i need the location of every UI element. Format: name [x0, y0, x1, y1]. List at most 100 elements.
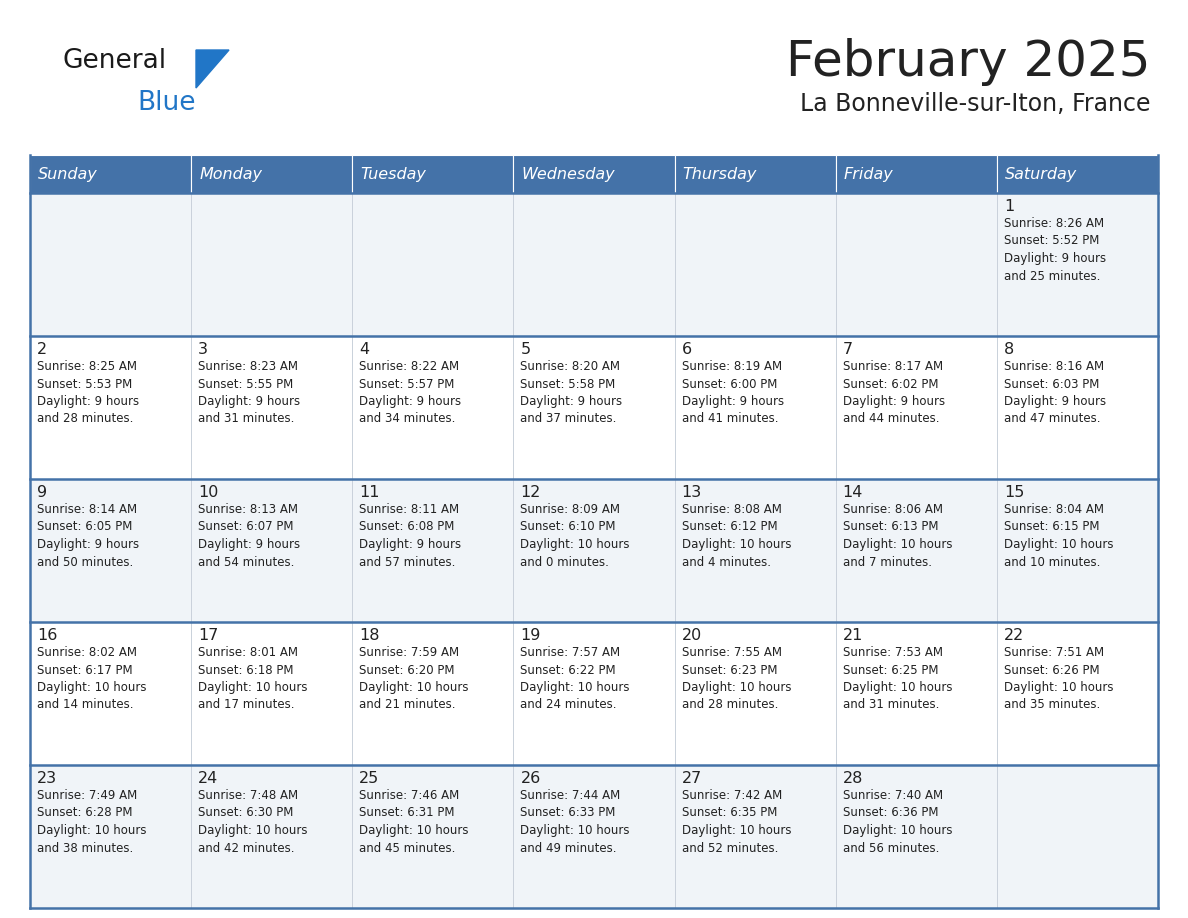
Text: 19: 19 [520, 628, 541, 643]
Text: Sunrise: 8:09 AM
Sunset: 6:10 PM
Daylight: 10 hours
and 0 minutes.: Sunrise: 8:09 AM Sunset: 6:10 PM Dayligh… [520, 503, 630, 568]
Bar [675, 193, 835, 336]
Bar [513, 336, 675, 479]
Text: Sunrise: 7:49 AM
Sunset: 6:28 PM
Daylight: 10 hours
and 38 minutes.: Sunrise: 7:49 AM Sunset: 6:28 PM Dayligh… [37, 789, 146, 855]
Bar [30, 336, 191, 479]
Bar [513, 193, 675, 336]
Text: 10: 10 [198, 485, 219, 500]
Text: Sunrise: 8:02 AM
Sunset: 6:17 PM
Daylight: 10 hours
and 14 minutes.: Sunrise: 8:02 AM Sunset: 6:17 PM Dayligh… [37, 646, 146, 711]
Bar [835, 155, 997, 193]
Text: 12: 12 [520, 485, 541, 500]
Text: 21: 21 [842, 628, 864, 643]
Text: 20: 20 [682, 628, 702, 643]
Text: Sunrise: 8:23 AM
Sunset: 5:55 PM
Daylight: 9 hours
and 31 minutes.: Sunrise: 8:23 AM Sunset: 5:55 PM Dayligh… [198, 360, 301, 426]
Text: 22: 22 [1004, 628, 1024, 643]
Text: 6: 6 [682, 342, 691, 357]
Text: Sunrise: 7:46 AM
Sunset: 6:31 PM
Daylight: 10 hours
and 45 minutes.: Sunrise: 7:46 AM Sunset: 6:31 PM Dayligh… [359, 789, 469, 855]
Bar [30, 622, 191, 765]
Bar [675, 765, 835, 908]
Bar [191, 479, 353, 622]
Text: Friday: Friday [843, 166, 893, 182]
Text: 9: 9 [37, 485, 48, 500]
Bar [675, 479, 835, 622]
Bar [835, 193, 997, 336]
Bar [997, 155, 1158, 193]
Text: 7: 7 [842, 342, 853, 357]
Bar [353, 336, 513, 479]
Bar [997, 765, 1158, 908]
Text: 25: 25 [359, 771, 379, 786]
Text: Saturday: Saturday [1005, 166, 1078, 182]
Text: General: General [62, 48, 166, 74]
Bar [835, 765, 997, 908]
Text: 5: 5 [520, 342, 531, 357]
Text: Sunrise: 7:40 AM
Sunset: 6:36 PM
Daylight: 10 hours
and 56 minutes.: Sunrise: 7:40 AM Sunset: 6:36 PM Dayligh… [842, 789, 953, 855]
Text: Sunday: Sunday [38, 166, 97, 182]
Polygon shape [196, 50, 229, 88]
Bar [353, 193, 513, 336]
Text: Monday: Monday [200, 166, 263, 182]
Bar [191, 155, 353, 193]
Bar [513, 765, 675, 908]
Bar [191, 336, 353, 479]
Text: 28: 28 [842, 771, 864, 786]
Text: Sunrise: 8:25 AM
Sunset: 5:53 PM
Daylight: 9 hours
and 28 minutes.: Sunrise: 8:25 AM Sunset: 5:53 PM Dayligh… [37, 360, 139, 426]
Text: Sunrise: 8:26 AM
Sunset: 5:52 PM
Daylight: 9 hours
and 25 minutes.: Sunrise: 8:26 AM Sunset: 5:52 PM Dayligh… [1004, 217, 1106, 283]
Bar [30, 479, 191, 622]
Text: February 2025: February 2025 [785, 38, 1150, 86]
Text: Sunrise: 7:44 AM
Sunset: 6:33 PM
Daylight: 10 hours
and 49 minutes.: Sunrise: 7:44 AM Sunset: 6:33 PM Dayligh… [520, 789, 630, 855]
Text: 18: 18 [359, 628, 380, 643]
Text: 2: 2 [37, 342, 48, 357]
Text: Sunrise: 8:17 AM
Sunset: 6:02 PM
Daylight: 9 hours
and 44 minutes.: Sunrise: 8:17 AM Sunset: 6:02 PM Dayligh… [842, 360, 944, 426]
Text: Sunrise: 8:19 AM
Sunset: 6:00 PM
Daylight: 9 hours
and 41 minutes.: Sunrise: 8:19 AM Sunset: 6:00 PM Dayligh… [682, 360, 784, 426]
Text: 4: 4 [359, 342, 369, 357]
Text: Sunrise: 8:11 AM
Sunset: 6:08 PM
Daylight: 9 hours
and 57 minutes.: Sunrise: 8:11 AM Sunset: 6:08 PM Dayligh… [359, 503, 461, 568]
Text: Sunrise: 8:14 AM
Sunset: 6:05 PM
Daylight: 9 hours
and 50 minutes.: Sunrise: 8:14 AM Sunset: 6:05 PM Dayligh… [37, 503, 139, 568]
Bar [353, 155, 513, 193]
Bar [513, 622, 675, 765]
Text: 8: 8 [1004, 342, 1015, 357]
Text: 16: 16 [37, 628, 57, 643]
Text: Sunrise: 7:57 AM
Sunset: 6:22 PM
Daylight: 10 hours
and 24 minutes.: Sunrise: 7:57 AM Sunset: 6:22 PM Dayligh… [520, 646, 630, 711]
Bar [835, 479, 997, 622]
Bar [675, 155, 835, 193]
Text: 1: 1 [1004, 199, 1015, 214]
Text: 13: 13 [682, 485, 702, 500]
Text: 24: 24 [198, 771, 219, 786]
Text: Sunrise: 7:51 AM
Sunset: 6:26 PM
Daylight: 10 hours
and 35 minutes.: Sunrise: 7:51 AM Sunset: 6:26 PM Dayligh… [1004, 646, 1113, 711]
Text: Sunrise: 8:01 AM
Sunset: 6:18 PM
Daylight: 10 hours
and 17 minutes.: Sunrise: 8:01 AM Sunset: 6:18 PM Dayligh… [198, 646, 308, 711]
Bar [997, 336, 1158, 479]
Text: Sunrise: 8:06 AM
Sunset: 6:13 PM
Daylight: 10 hours
and 7 minutes.: Sunrise: 8:06 AM Sunset: 6:13 PM Dayligh… [842, 503, 953, 568]
Text: Tuesday: Tuesday [360, 166, 426, 182]
Bar [513, 155, 675, 193]
Bar [997, 479, 1158, 622]
Bar [675, 622, 835, 765]
Text: 3: 3 [198, 342, 208, 357]
Text: Sunrise: 8:16 AM
Sunset: 6:03 PM
Daylight: 9 hours
and 47 minutes.: Sunrise: 8:16 AM Sunset: 6:03 PM Dayligh… [1004, 360, 1106, 426]
Text: Thursday: Thursday [683, 166, 757, 182]
Bar [191, 193, 353, 336]
Text: 11: 11 [359, 485, 380, 500]
Bar [353, 765, 513, 908]
Bar [835, 336, 997, 479]
Bar [997, 622, 1158, 765]
Bar [30, 193, 191, 336]
Text: Sunrise: 8:20 AM
Sunset: 5:58 PM
Daylight: 9 hours
and 37 minutes.: Sunrise: 8:20 AM Sunset: 5:58 PM Dayligh… [520, 360, 623, 426]
Text: 15: 15 [1004, 485, 1024, 500]
Text: Wednesday: Wednesday [522, 166, 615, 182]
Text: Sunrise: 7:48 AM
Sunset: 6:30 PM
Daylight: 10 hours
and 42 minutes.: Sunrise: 7:48 AM Sunset: 6:30 PM Dayligh… [198, 789, 308, 855]
Text: 27: 27 [682, 771, 702, 786]
Bar [191, 622, 353, 765]
Text: Sunrise: 8:13 AM
Sunset: 6:07 PM
Daylight: 9 hours
and 54 minutes.: Sunrise: 8:13 AM Sunset: 6:07 PM Dayligh… [198, 503, 301, 568]
Bar [513, 479, 675, 622]
Text: Sunrise: 7:42 AM
Sunset: 6:35 PM
Daylight: 10 hours
and 52 minutes.: Sunrise: 7:42 AM Sunset: 6:35 PM Dayligh… [682, 789, 791, 855]
Text: Sunrise: 8:08 AM
Sunset: 6:12 PM
Daylight: 10 hours
and 4 minutes.: Sunrise: 8:08 AM Sunset: 6:12 PM Dayligh… [682, 503, 791, 568]
Bar [191, 765, 353, 908]
Bar [675, 336, 835, 479]
Text: Sunrise: 7:55 AM
Sunset: 6:23 PM
Daylight: 10 hours
and 28 minutes.: Sunrise: 7:55 AM Sunset: 6:23 PM Dayligh… [682, 646, 791, 711]
Text: Sunrise: 8:04 AM
Sunset: 6:15 PM
Daylight: 10 hours
and 10 minutes.: Sunrise: 8:04 AM Sunset: 6:15 PM Dayligh… [1004, 503, 1113, 568]
Bar [353, 479, 513, 622]
Text: Sunrise: 7:59 AM
Sunset: 6:20 PM
Daylight: 10 hours
and 21 minutes.: Sunrise: 7:59 AM Sunset: 6:20 PM Dayligh… [359, 646, 469, 711]
Bar [997, 193, 1158, 336]
Text: Sunrise: 8:22 AM
Sunset: 5:57 PM
Daylight: 9 hours
and 34 minutes.: Sunrise: 8:22 AM Sunset: 5:57 PM Dayligh… [359, 360, 461, 426]
Text: Blue: Blue [137, 90, 196, 116]
